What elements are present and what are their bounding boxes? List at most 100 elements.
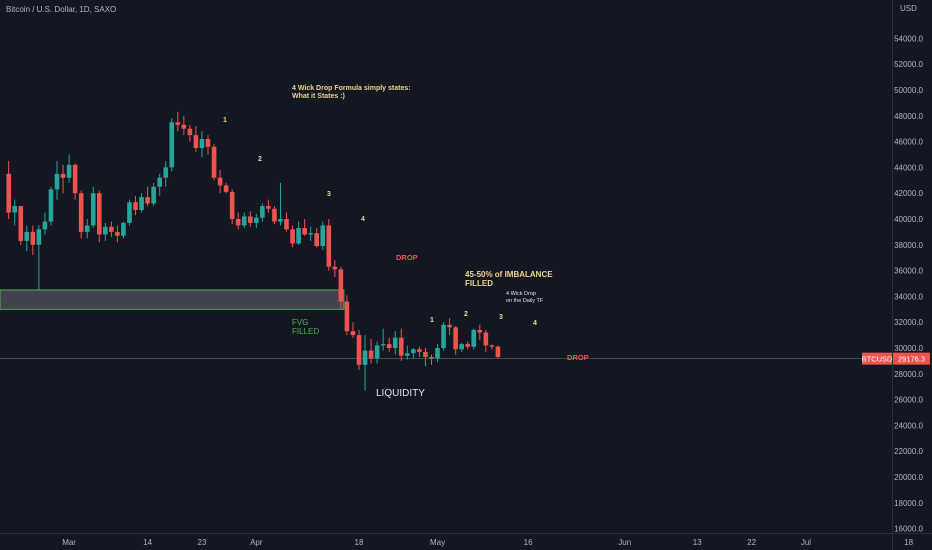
candle-body[interactable] bbox=[290, 229, 295, 244]
x-axis-tick-label: 23 bbox=[198, 538, 207, 547]
x-axis-tick-label: 22 bbox=[747, 538, 756, 547]
candle-body[interactable] bbox=[181, 124, 187, 129]
y-axis-tick-label: 44000.0 bbox=[894, 163, 923, 172]
annotation-wickdrop-2: on the Daily TF bbox=[506, 298, 544, 304]
candle-body[interactable] bbox=[471, 329, 477, 347]
candle-body[interactable] bbox=[417, 349, 422, 352]
y-axis-tick-label: 26000.0 bbox=[894, 396, 923, 405]
candle-body[interactable] bbox=[199, 139, 205, 149]
candle-body[interactable] bbox=[157, 177, 162, 187]
candle-body[interactable] bbox=[332, 266, 338, 270]
candle-body[interactable] bbox=[211, 146, 217, 178]
candle-body[interactable] bbox=[477, 329, 483, 333]
candle-body[interactable] bbox=[405, 353, 410, 356]
x-axis-tick-label: 14 bbox=[143, 538, 152, 547]
y-axis-tick-label: 32000.0 bbox=[894, 318, 923, 327]
candle-body[interactable] bbox=[151, 186, 156, 204]
candle-body[interactable] bbox=[24, 231, 30, 241]
candle-body[interactable] bbox=[435, 348, 440, 359]
candle-body[interactable] bbox=[235, 219, 241, 226]
candle-body[interactable] bbox=[350, 331, 356, 336]
candle-body[interactable] bbox=[344, 301, 350, 332]
candle-body[interactable] bbox=[392, 337, 398, 348]
candle-body[interactable] bbox=[96, 193, 102, 235]
candle-body[interactable] bbox=[386, 344, 392, 348]
y-axis-tick-label: 30000.0 bbox=[894, 344, 923, 353]
candle-body[interactable] bbox=[175, 122, 181, 125]
candle-body[interactable] bbox=[254, 217, 259, 223]
y-axis-tick-label: 48000.0 bbox=[894, 112, 923, 121]
candle-body[interactable] bbox=[429, 357, 434, 359]
symbol-title[interactable]: Bitcoin / U.S. Dollar, 1D, SAXO bbox=[6, 5, 117, 14]
candle-body[interactable] bbox=[326, 225, 332, 267]
candle-body[interactable] bbox=[127, 202, 132, 223]
candle-body[interactable] bbox=[193, 135, 199, 149]
candle-body[interactable] bbox=[441, 324, 446, 348]
candle-body[interactable] bbox=[187, 128, 193, 136]
candle-body[interactable] bbox=[145, 197, 150, 204]
candle-body[interactable] bbox=[169, 122, 175, 168]
candle-body[interactable] bbox=[229, 191, 235, 219]
candle-body[interactable] bbox=[217, 177, 223, 186]
price-tag-symbol-box bbox=[862, 352, 892, 365]
candle-body[interactable] bbox=[205, 139, 211, 147]
candle-body[interactable] bbox=[18, 206, 24, 241]
candle-body[interactable] bbox=[447, 324, 452, 328]
candle-body[interactable] bbox=[6, 173, 11, 213]
candle-body[interactable] bbox=[133, 202, 138, 210]
candle-body[interactable] bbox=[374, 345, 380, 359]
candle-body[interactable] bbox=[320, 225, 326, 247]
candle-body[interactable] bbox=[84, 225, 90, 232]
candle-body[interactable] bbox=[380, 344, 386, 346]
candle-body[interactable] bbox=[48, 189, 54, 222]
candle-body[interactable] bbox=[459, 344, 464, 350]
candle-body[interactable] bbox=[60, 173, 66, 178]
candle-body[interactable] bbox=[36, 229, 42, 245]
candle-body[interactable] bbox=[66, 164, 72, 178]
candle-body[interactable] bbox=[495, 346, 501, 358]
candle-body[interactable] bbox=[398, 337, 404, 356]
candle-body[interactable] bbox=[163, 167, 169, 178]
candle-body[interactable] bbox=[338, 269, 344, 302]
candle-body[interactable] bbox=[115, 231, 120, 236]
candle-body[interactable] bbox=[284, 219, 289, 230]
candle-body[interactable] bbox=[139, 197, 144, 210]
candle-body[interactable] bbox=[302, 228, 307, 235]
candle-body[interactable] bbox=[356, 335, 362, 365]
price-tag-value: 29176.3 bbox=[898, 355, 925, 364]
candle-body[interactable] bbox=[368, 350, 374, 359]
candle-body[interactable] bbox=[12, 206, 18, 213]
candle-body[interactable] bbox=[109, 226, 114, 232]
candle-body[interactable] bbox=[296, 228, 301, 244]
candle-body[interactable] bbox=[72, 164, 78, 194]
candle-body[interactable] bbox=[453, 327, 458, 350]
candle-body[interactable] bbox=[54, 173, 60, 190]
candle-body[interactable] bbox=[247, 216, 253, 223]
annotation-fvg-2: FILLED bbox=[292, 327, 319, 336]
candle-body[interactable] bbox=[121, 222, 126, 236]
candle-body[interactable] bbox=[272, 208, 277, 222]
candle-body[interactable] bbox=[42, 221, 48, 230]
candle-body[interactable] bbox=[483, 332, 489, 346]
candle-body[interactable] bbox=[278, 219, 283, 222]
candle-body[interactable] bbox=[308, 233, 313, 235]
wick-count-a-3: 3 bbox=[327, 191, 331, 198]
candle-body[interactable] bbox=[90, 193, 96, 226]
candle-body[interactable] bbox=[362, 350, 368, 365]
candle-body[interactable] bbox=[266, 206, 271, 209]
candle-body[interactable] bbox=[489, 345, 495, 347]
candle-body[interactable] bbox=[260, 206, 265, 218]
candle-body[interactable] bbox=[465, 344, 471, 347]
candle-body[interactable] bbox=[223, 185, 229, 192]
candle-body[interactable] bbox=[314, 233, 320, 247]
candle-body[interactable] bbox=[103, 226, 108, 235]
candle-body[interactable] bbox=[411, 349, 416, 354]
candle-body[interactable] bbox=[241, 216, 247, 226]
price-tag-symbol: BTCUSD bbox=[862, 355, 893, 364]
y-axis-tick-label: 40000.0 bbox=[894, 215, 923, 224]
candle-body[interactable] bbox=[423, 351, 428, 358]
candle-body[interactable] bbox=[78, 193, 84, 232]
candle-body[interactable] bbox=[30, 231, 36, 245]
y-axis-tick-label: 54000.0 bbox=[894, 34, 923, 43]
